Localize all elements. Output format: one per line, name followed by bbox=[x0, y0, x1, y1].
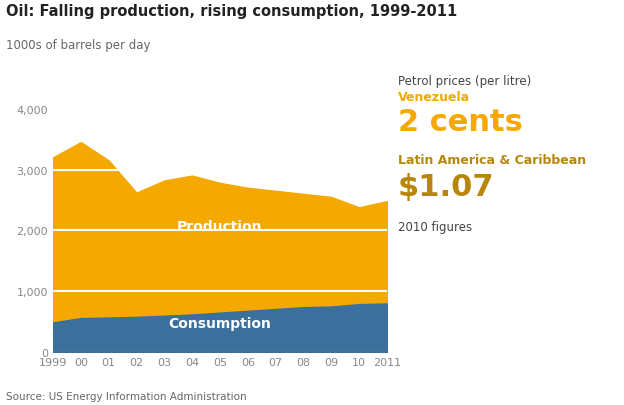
Text: Oil: Falling production, rising consumption, 1999-2011: Oil: Falling production, rising consumpt… bbox=[6, 4, 457, 19]
Text: Consumption: Consumption bbox=[168, 316, 271, 330]
Text: Latin America & Caribbean: Latin America & Caribbean bbox=[398, 154, 586, 167]
Text: 2 cents: 2 cents bbox=[398, 107, 523, 136]
Text: Venezuela: Venezuela bbox=[398, 91, 470, 104]
Text: $1.07: $1.07 bbox=[398, 172, 495, 201]
Text: 1000s of barrels per day: 1000s of barrels per day bbox=[6, 38, 151, 51]
Text: 2010 figures: 2010 figures bbox=[398, 221, 472, 234]
Text: Source: US Energy Information Administration: Source: US Energy Information Administra… bbox=[6, 391, 247, 401]
Text: Production: Production bbox=[177, 219, 263, 233]
Text: Petrol prices (per litre): Petrol prices (per litre) bbox=[398, 75, 532, 88]
